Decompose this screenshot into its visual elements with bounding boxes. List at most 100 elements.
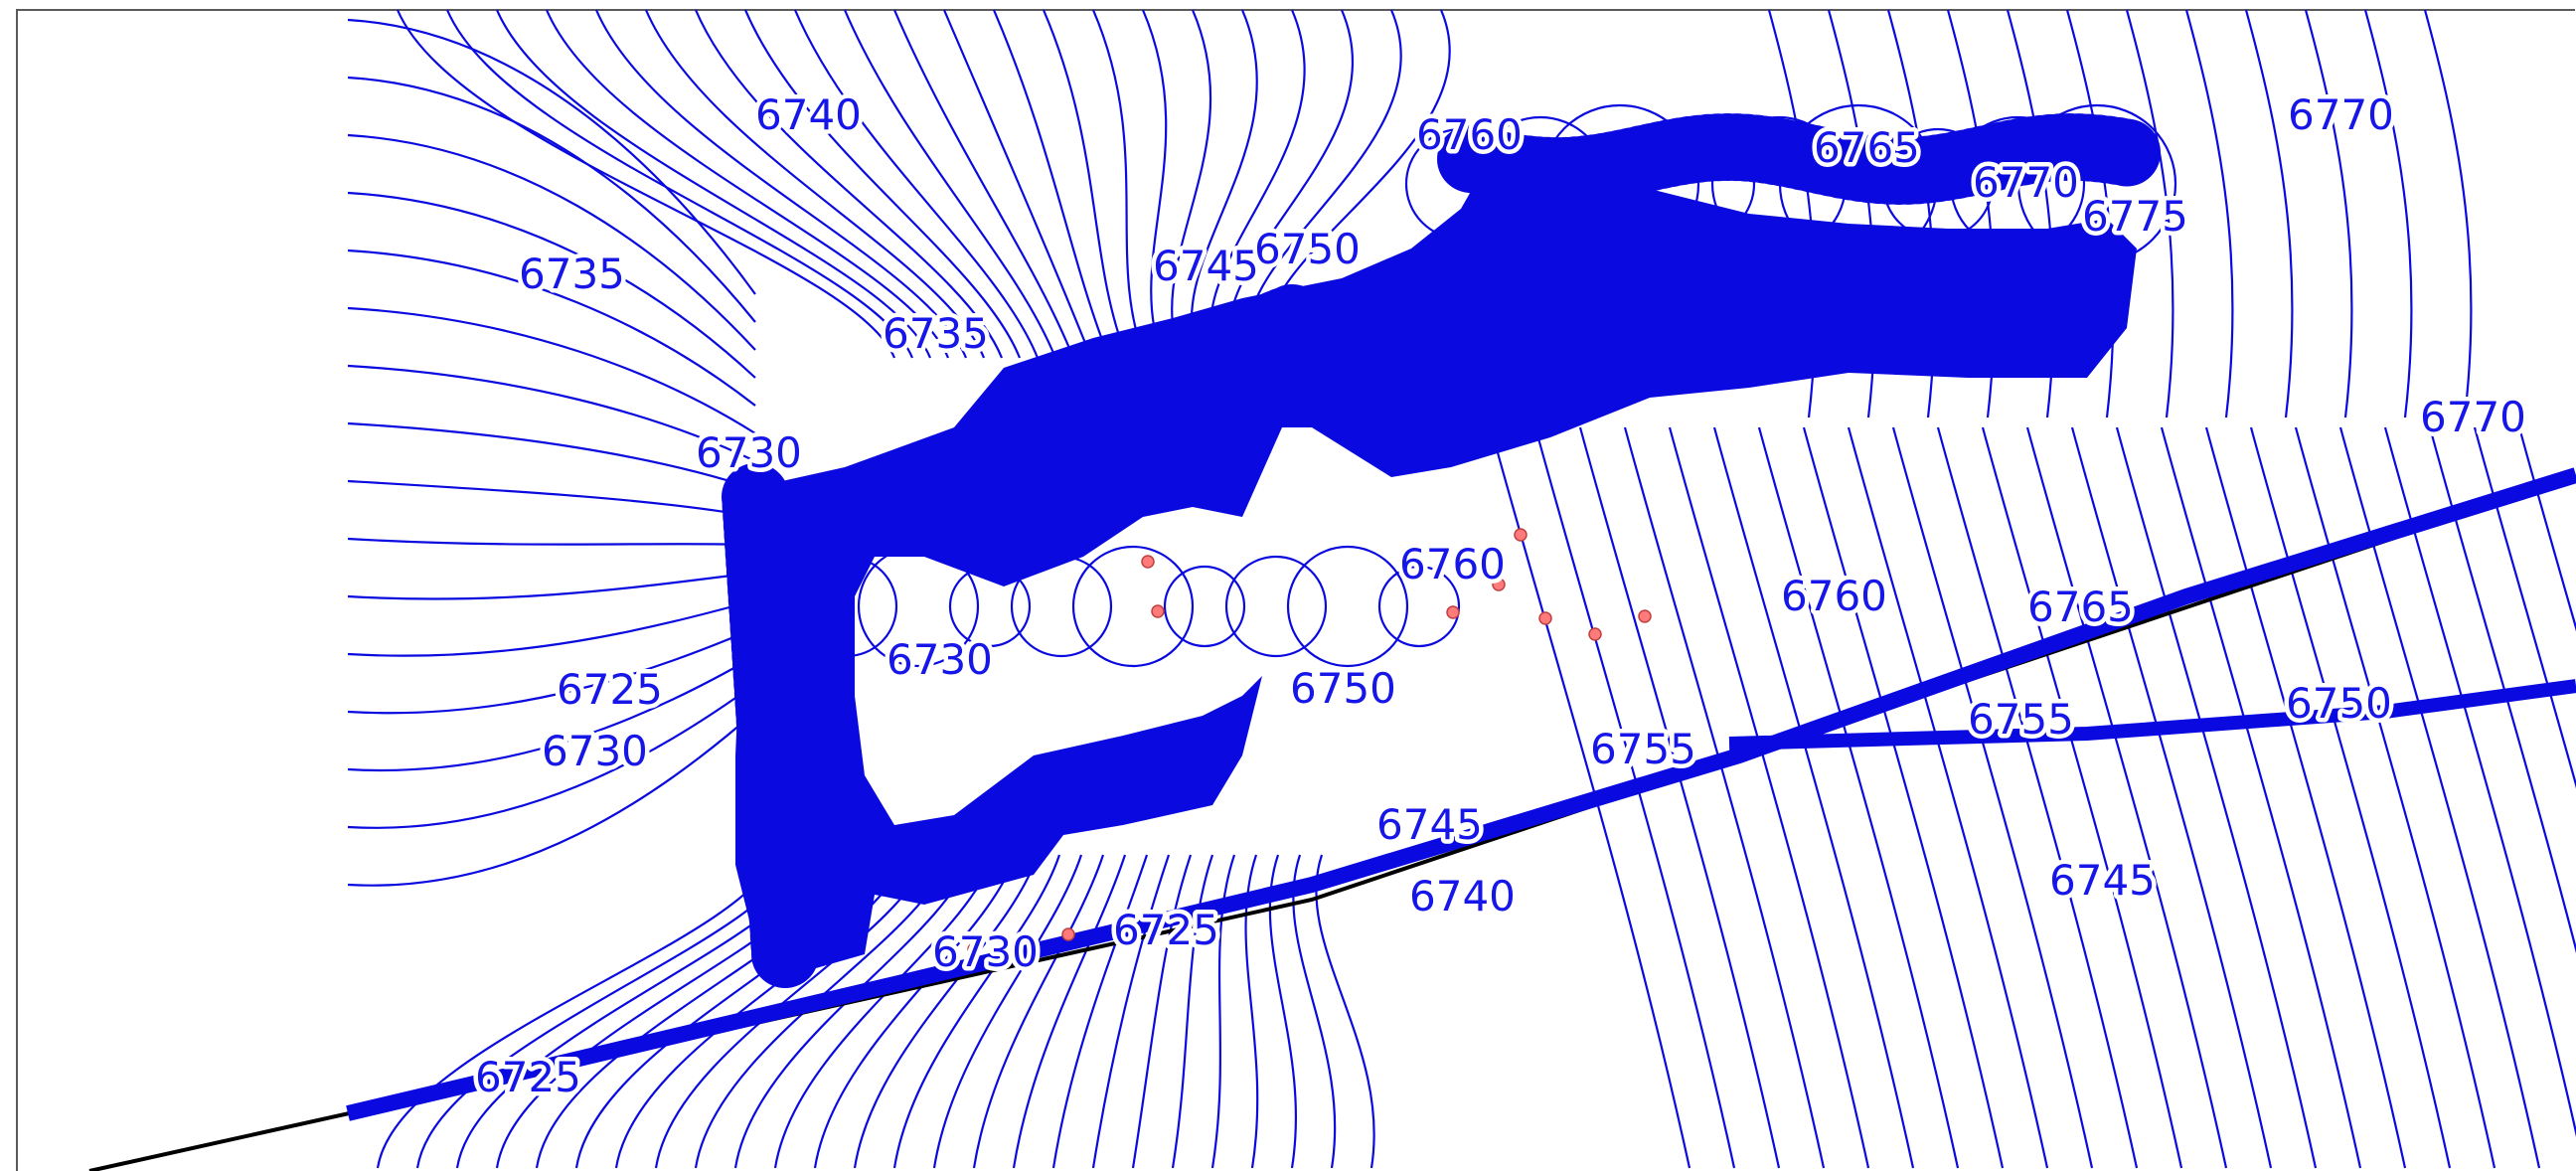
contour-line: [2423, 9, 2473, 418]
contour-line: [347, 571, 756, 600]
contour-label: 6730: [886, 635, 993, 684]
contour-line: [347, 249, 756, 407]
contour-label: 6745: [1376, 800, 1483, 849]
contour-line: [347, 655, 756, 772]
contour-line: [347, 598, 756, 657]
sample-point: [1061, 927, 1075, 941]
contour-line: [2115, 426, 2318, 1169]
contour-loop: [1224, 555, 1328, 658]
sample-point: [1141, 555, 1155, 569]
contour-cluster-node: [751, 920, 819, 988]
contour-lines: [347, 9, 2576, 1169]
contour-line: [1171, 854, 1214, 1169]
contour-line: [694, 9, 1004, 359]
contour-line: [2338, 426, 2541, 1169]
contour-line: [1623, 426, 1826, 1169]
boundary-lines: [88, 467, 2576, 1171]
contour-line: [2244, 9, 2294, 418]
contour-line: [1712, 426, 1915, 1169]
contour-line: [1981, 426, 2183, 1169]
contour-line: [347, 306, 756, 434]
contour-label: 6730: [542, 727, 648, 775]
contour-line: [2204, 426, 2407, 1169]
contour-label: 6750: [1254, 225, 1361, 273]
contour-line: [347, 479, 756, 519]
contour-loop: [1286, 545, 1409, 668]
contour-label: 6730: [932, 927, 1039, 976]
contour-label: 6745: [1153, 242, 1259, 290]
contour-line: [1847, 426, 2049, 1169]
contour-line: [2383, 426, 2576, 1138]
contour-line: [495, 9, 932, 359]
contour-line: [1091, 854, 1171, 1169]
contour-line: [347, 421, 756, 491]
contour-line: [853, 854, 1040, 1169]
contour-line: [594, 9, 968, 359]
contour-loop: [1377, 565, 1461, 648]
dense-contour-cluster: [722, 113, 2161, 988]
contour-line: [813, 854, 1018, 1169]
contour-line: [892, 9, 1075, 359]
contour-line: [644, 9, 986, 359]
contour-line: [1141, 9, 1168, 359]
contour-line: [2473, 426, 2576, 789]
sample-point: [967, 942, 981, 956]
contour-line: [972, 854, 1105, 1169]
contour-line: [2070, 426, 2273, 1169]
contour-label: 6725: [475, 1053, 581, 1101]
sample-point: [1514, 528, 1528, 542]
contour-line: [992, 9, 1111, 359]
contour-line: [843, 9, 1057, 359]
contour-line: [1533, 426, 1736, 1169]
contour-line: [2363, 9, 2413, 418]
contour-labels: 6740 6735 6735 6730 6725 6730 6745 6750 …: [471, 86, 2531, 1106]
contour-line: [347, 364, 756, 462]
contour-line: [347, 133, 756, 351]
contour-line: [1757, 426, 1960, 1169]
contour-label: 6770: [1973, 158, 2079, 207]
contour-line: [1315, 854, 1375, 1169]
contour-line: [932, 854, 1083, 1169]
contour-label: 6760: [1416, 110, 1523, 159]
contour-label: 6755: [1968, 695, 2074, 744]
contour-line: [347, 711, 756, 887]
sample-point: [1588, 627, 1602, 641]
contour-loop: [1071, 545, 1195, 668]
contour-line: [2125, 9, 2174, 418]
contour-line: [773, 854, 996, 1169]
contour-line: [892, 854, 1061, 1169]
contour-line: [347, 18, 756, 295]
contour-label: 6755: [1590, 725, 1696, 773]
contour-label: 6770: [2288, 90, 2394, 139]
contour-label: 6760: [1399, 540, 1506, 588]
contour-line: [2025, 426, 2228, 1169]
contour-line: [1210, 854, 1236, 1169]
contour-line: [2428, 426, 2576, 954]
contour-label: 6765: [1814, 123, 1920, 172]
contour-line: [2249, 426, 2452, 1169]
contour-loop: [1163, 565, 1246, 648]
contour-line: [1051, 854, 1149, 1169]
contour-line: [1891, 426, 2094, 1169]
contour-line: [545, 9, 950, 359]
contour-line: [347, 191, 756, 379]
contour-label: 6735: [519, 250, 625, 298]
contour-line: [347, 626, 756, 715]
boundary-ribbon: [346, 467, 2576, 1121]
contour-line: [2294, 426, 2496, 1169]
contour-label: 6750: [1290, 664, 1396, 713]
contour-label: 6725: [557, 665, 663, 714]
sample-point: [1538, 611, 1552, 625]
contour-line: [1802, 426, 2005, 1169]
contour-line: [1042, 9, 1129, 359]
contour-line: [2517, 426, 2576, 632]
contour-line: [1489, 426, 1691, 1169]
contour-label: 6770: [2420, 393, 2526, 441]
contour-line: [376, 854, 777, 1169]
contour-line: [1668, 426, 1870, 1169]
contour-label: 6760: [1781, 572, 1887, 620]
contour-line: [1091, 9, 1147, 359]
contour-line: [2065, 9, 2115, 418]
contour-line: [2160, 426, 2362, 1169]
contour-line: [1131, 854, 1193, 1169]
